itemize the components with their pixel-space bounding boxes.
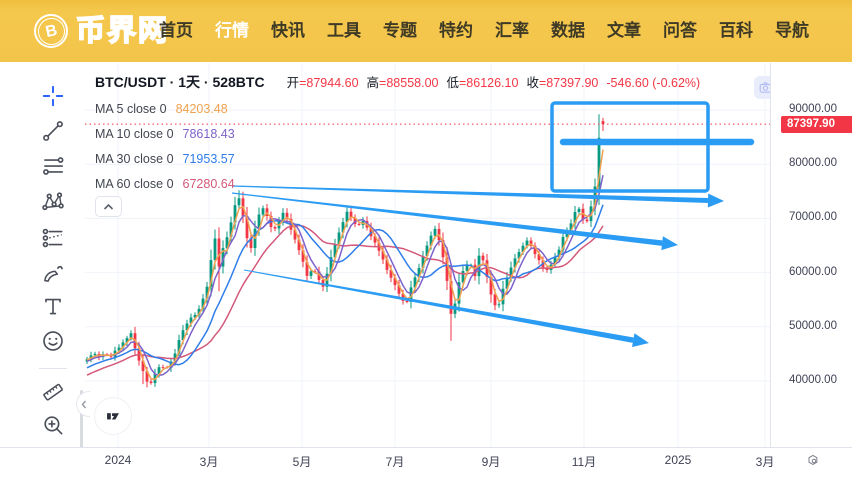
- ruler-icon: [43, 383, 63, 401]
- ma-value: 71953.57: [182, 152, 235, 166]
- ohlc-label: 开: [286, 76, 300, 90]
- xabcd-pattern-icon: [42, 192, 64, 211]
- nav-item-8[interactable]: 数据: [551, 21, 585, 40]
- brush-tool-button[interactable]: [37, 257, 69, 289]
- time-axis-label: 11月: [571, 455, 597, 469]
- brush-icon: [44, 265, 63, 282]
- crosshair-tool-button[interactable]: [37, 80, 69, 112]
- site-header: B 币界网 首页 行情 快讯 工具 专题 特约 汇率 数据 文章 问答 百科 导航: [0, 0, 852, 62]
- symbol-title-row: BTC/USDT · 1天 · 528BTC 开=87944.60 高=88558.…: [95, 72, 755, 92]
- tradingview-watermark[interactable]: [94, 397, 132, 435]
- nav-item-10[interactable]: 问答: [663, 21, 697, 40]
- ohlc-value: =87944.60: [299, 76, 359, 90]
- price-axis[interactable]: 87397.90 90000.00 80000.00 70000.00 60000.0…: [770, 63, 852, 447]
- toolbar-separator: [39, 368, 67, 369]
- nav-item-3[interactable]: 快讯: [271, 21, 305, 40]
- nav-item-9[interactable]: 文章: [607, 21, 641, 40]
- time-axis-label: 7月: [385, 455, 405, 469]
- nav-item-4[interactable]: 工具: [327, 21, 361, 40]
- ohlc-value: =88558.00: [379, 76, 439, 90]
- drawing-toolbar: [0, 62, 79, 481]
- ohlc-value: =87397.90: [538, 76, 599, 90]
- xabcd-pattern-tool-button[interactable]: [37, 185, 69, 217]
- ma-legend-row[interactable]: MA 30 close 0 71953.57: [95, 152, 235, 170]
- nav-item-2[interactable]: 行情: [215, 21, 249, 40]
- zoom-in-icon: [44, 416, 63, 435]
- site-logo[interactable]: B 币界网: [34, 12, 169, 50]
- ohlc-label: 高: [366, 76, 380, 90]
- price-axis-label: 40000.00: [789, 374, 837, 386]
- text-icon: [45, 298, 61, 315]
- ma-value: 67280.64: [182, 177, 235, 191]
- nav-item-1[interactable]: 首页: [159, 21, 193, 40]
- last-price-badge: 87397.90: [781, 115, 852, 133]
- ma-label: MA 10 close 0: [95, 127, 174, 141]
- bitcoin-logo-icon: B: [34, 14, 68, 48]
- axis-settings-button[interactable]: [803, 450, 825, 472]
- change-value: -546.60 (-0.62%): [606, 76, 701, 90]
- ma-label: MA 5 close 0: [95, 102, 167, 116]
- tradingview-logo-icon: [107, 413, 119, 420]
- ruler-tool-button[interactable]: [37, 375, 69, 407]
- text-tool-button[interactable]: [37, 290, 69, 322]
- trend-line-icon: [43, 121, 63, 141]
- toolbar-scrollbar-thumb[interactable]: [80, 390, 83, 478]
- nav-item-5[interactable]: 专题: [383, 21, 417, 40]
- symbol-title[interactable]: BTC/USDT · 1天 · 528BTC: [95, 74, 265, 90]
- time-axis[interactable]: 2024 3月 5月 7月 9月 11月 2025 3月: [0, 447, 852, 481]
- ma-label: MA 60 close 0: [95, 177, 174, 191]
- ohlc-readout: 开=87944.60 高=88558.00 低=86126.10 收=87397.90…: [279, 76, 701, 90]
- time-axis-label: 2024: [104, 453, 132, 467]
- time-axis-label: 9月: [481, 455, 501, 469]
- time-axis-label: 3月: [199, 455, 219, 469]
- fib-retracement-tool-button[interactable]: [37, 150, 69, 182]
- ma-value: 78618.43: [182, 127, 235, 141]
- zoom-in-tool-button[interactable]: [37, 409, 69, 441]
- ma-legend-row[interactable]: MA 5 close 0 84203.48: [95, 102, 228, 120]
- time-axis-label: 5月: [292, 455, 312, 469]
- chevron-left-icon: [81, 400, 86, 408]
- price-axis-label: 60000.00: [789, 265, 837, 278]
- nav-item-12[interactable]: 导航: [775, 21, 809, 40]
- gear-icon: [808, 454, 818, 466]
- ma-value: 84203.48: [175, 102, 228, 116]
- time-axis-label: 3月: [755, 455, 775, 469]
- forecast-tool-button[interactable]: [37, 222, 69, 254]
- legend-collapse-button[interactable]: [95, 196, 122, 217]
- nav-item-6[interactable]: 特约: [439, 21, 473, 40]
- emoji-tool-button[interactable]: [37, 325, 69, 357]
- ma-label: MA 30 close 0: [95, 152, 174, 166]
- price-axis-label: 90000.00: [789, 103, 837, 115]
- chart-header: BTC/USDT · 1天 · 528BTC 开=87944.60 高=88558.…: [95, 72, 755, 217]
- ohlc-label: 低: [446, 76, 459, 90]
- price-axis-label: 70000.00: [789, 211, 837, 224]
- crosshair-icon: [42, 85, 64, 107]
- fib-retracement-icon: [43, 157, 64, 175]
- time-axis-label: 2025: [664, 453, 692, 467]
- ma-legend-row[interactable]: MA 60 close 0 67280.64: [95, 177, 235, 195]
- nav-item-11[interactable]: 百科: [719, 21, 753, 40]
- ohlc-value: =86126.10: [459, 76, 519, 90]
- price-axis-label: 50000.00: [789, 319, 837, 332]
- site-logo-text: 币界网: [75, 14, 170, 48]
- emoji-icon: [43, 331, 63, 351]
- trend-line-tool-button[interactable]: [37, 115, 69, 147]
- chevron-up-icon: [103, 203, 114, 210]
- nav-item-7[interactable]: 汇率: [495, 21, 529, 40]
- ma-legend-row[interactable]: MA 10 close 0 78618.43: [95, 127, 235, 145]
- price-axis-label: 80000.00: [789, 157, 837, 170]
- candlestick-chart-canvas[interactable]: [85, 63, 770, 447]
- forecast-icon: [42, 228, 63, 248]
- ohlc-label: 收: [526, 76, 539, 90]
